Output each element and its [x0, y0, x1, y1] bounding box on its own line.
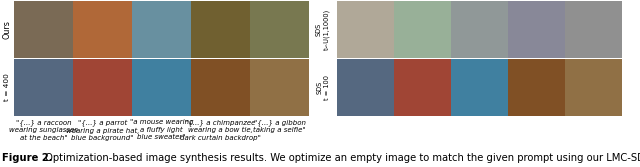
- Bar: [250, 59, 309, 116]
- Text: "{...} a chimpanzee
wearing a bow tie,
dark curtain backdrop": "{...} a chimpanzee wearing a bow tie, d…: [180, 119, 261, 141]
- Bar: [622, 0, 640, 116]
- Bar: [191, 59, 250, 116]
- Bar: [132, 1, 191, 58]
- Text: SDS
t∽U(1,1000): SDS t∽U(1,1000): [316, 9, 330, 50]
- Bar: [508, 59, 565, 116]
- Text: t = 400: t = 400: [4, 73, 10, 101]
- Text: Ours: Ours: [3, 20, 12, 39]
- Text: "a mouse wearing
a fluffy light
blue sweater": "a mouse wearing a fluffy light blue swe…: [130, 119, 193, 140]
- Bar: [565, 1, 622, 58]
- Bar: [73, 1, 132, 58]
- Bar: [451, 1, 508, 58]
- Bar: [132, 59, 191, 116]
- Bar: [337, 1, 394, 58]
- Bar: [565, 59, 622, 116]
- Bar: [337, 59, 394, 116]
- Text: "{...} a parrot
wearing a pirate hat,
blue background": "{...} a parrot wearing a pirate hat, bl…: [66, 119, 140, 141]
- Bar: [309, 0, 337, 116]
- Bar: [508, 1, 565, 58]
- Bar: [73, 59, 132, 116]
- Text: "{...} a gibbon
taking a selfie": "{...} a gibbon taking a selfie": [253, 119, 306, 133]
- Text: Figure 2.: Figure 2.: [2, 153, 52, 163]
- Bar: [14, 1, 73, 58]
- Text: Optimization-based image synthesis results. We optimize an empty image to match : Optimization-based image synthesis resul…: [42, 153, 640, 163]
- Bar: [250, 1, 309, 58]
- Bar: [394, 59, 451, 116]
- Bar: [394, 1, 451, 58]
- Bar: [0, 0, 14, 116]
- Text: "{...} a raccoon
wearing sunglasses
at the beach": "{...} a raccoon wearing sunglasses at t…: [9, 119, 78, 141]
- Text: SDS
t = 100: SDS t = 100: [316, 75, 330, 100]
- Bar: [451, 59, 508, 116]
- Bar: [191, 1, 250, 58]
- Bar: [14, 59, 73, 116]
